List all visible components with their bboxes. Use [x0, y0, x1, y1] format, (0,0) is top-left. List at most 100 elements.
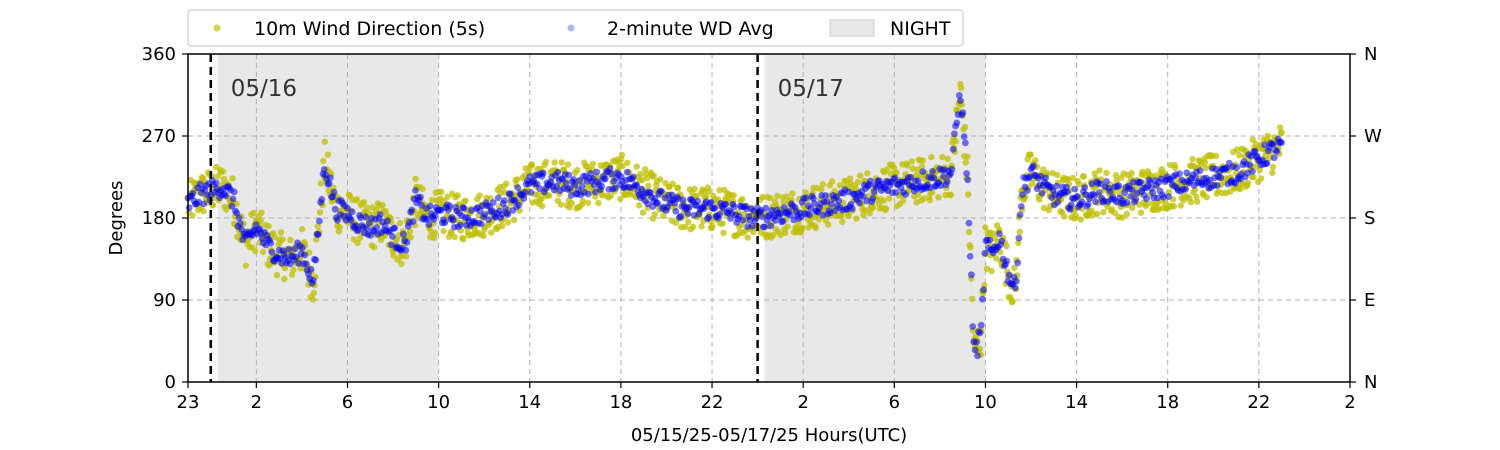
data-point — [373, 224, 380, 232]
data-point — [1090, 192, 1098, 199]
data-point — [802, 189, 809, 196]
data-point — [1016, 228, 1023, 235]
data-point — [1269, 169, 1276, 176]
data-point — [354, 239, 361, 247]
data-point — [1278, 129, 1285, 136]
data-point — [402, 246, 410, 254]
data-point — [882, 205, 890, 212]
data-point — [389, 233, 396, 240]
x-tick-label: 22 — [701, 392, 724, 413]
data-point — [1123, 210, 1131, 218]
data-point — [968, 271, 975, 279]
data-point — [967, 244, 974, 251]
data-point — [939, 153, 946, 161]
data-point — [629, 173, 637, 181]
data-point — [983, 265, 991, 272]
data-point — [273, 272, 281, 279]
data-point — [1269, 163, 1277, 171]
data-point — [802, 194, 810, 202]
data-point — [669, 180, 676, 187]
data-point — [856, 199, 863, 207]
right-y-tick-label: S — [1364, 208, 1375, 229]
data-point — [1096, 167, 1103, 174]
data-point — [584, 190, 592, 198]
data-point — [599, 192, 606, 199]
data-point — [940, 173, 947, 180]
data-point — [1094, 210, 1101, 218]
data-point — [607, 170, 615, 178]
data-point — [281, 275, 288, 283]
data-point — [815, 216, 823, 223]
data-point — [880, 197, 887, 204]
data-point — [325, 180, 333, 187]
data-point — [320, 166, 328, 173]
data-point — [1011, 284, 1019, 292]
data-point — [982, 224, 989, 231]
data-point — [494, 194, 502, 202]
data-point — [836, 182, 844, 189]
data-point — [1100, 209, 1107, 216]
data-point — [363, 225, 371, 232]
data-point — [1080, 173, 1088, 180]
data-point — [1029, 180, 1036, 187]
data-point — [980, 286, 987, 294]
data-point — [1009, 297, 1016, 305]
data-point — [955, 92, 963, 99]
data-point — [819, 181, 826, 188]
data-point — [1032, 157, 1039, 164]
data-point — [965, 219, 973, 227]
data-point — [1097, 180, 1104, 188]
x-tick-label: 18 — [609, 392, 632, 413]
data-point — [1017, 203, 1025, 210]
data-point — [642, 166, 649, 173]
data-point — [1119, 214, 1126, 221]
data-point — [353, 196, 361, 203]
data-point — [554, 168, 562, 176]
data-point — [703, 193, 710, 200]
data-point — [828, 178, 836, 185]
legend-label-wind-direction: 10m Wind Direction (5s) — [254, 18, 485, 40]
data-point — [489, 199, 497, 206]
y-tick-label: 0 — [165, 372, 176, 393]
data-point — [1273, 148, 1281, 155]
data-point — [920, 195, 927, 202]
data-point — [928, 153, 935, 161]
x-tick-label: 14 — [1065, 392, 1088, 413]
data-point — [635, 202, 643, 209]
data-point — [968, 295, 976, 302]
data-point — [828, 200, 835, 208]
data-point — [235, 214, 243, 222]
data-point — [277, 229, 285, 236]
data-point — [1078, 198, 1086, 206]
data-point — [242, 262, 249, 269]
data-point — [229, 195, 237, 203]
data-point — [904, 162, 911, 169]
data-point — [503, 180, 510, 187]
data-point — [784, 223, 791, 230]
data-point — [619, 162, 626, 170]
data-point — [316, 209, 324, 216]
data-point — [1263, 160, 1271, 167]
data-point — [1212, 152, 1220, 160]
data-point — [1061, 213, 1068, 220]
data-point — [1073, 193, 1081, 200]
data-point — [457, 221, 464, 229]
data-point — [212, 179, 220, 187]
data-point — [1054, 199, 1062, 206]
data-point — [624, 159, 631, 166]
data-point — [838, 212, 845, 220]
data-point — [777, 209, 784, 217]
data-point — [1069, 174, 1077, 182]
series-wd-2min-avg — [184, 92, 1285, 360]
data-point — [684, 210, 692, 217]
data-point — [360, 199, 368, 206]
data-point — [944, 155, 951, 163]
data-point — [1036, 196, 1043, 203]
data-point — [744, 223, 751, 231]
data-point — [758, 213, 766, 221]
data-point — [1143, 195, 1150, 203]
data-point — [528, 161, 536, 168]
legend-marker-wind-direction — [213, 24, 221, 32]
data-point — [488, 229, 495, 236]
data-point — [739, 216, 747, 224]
